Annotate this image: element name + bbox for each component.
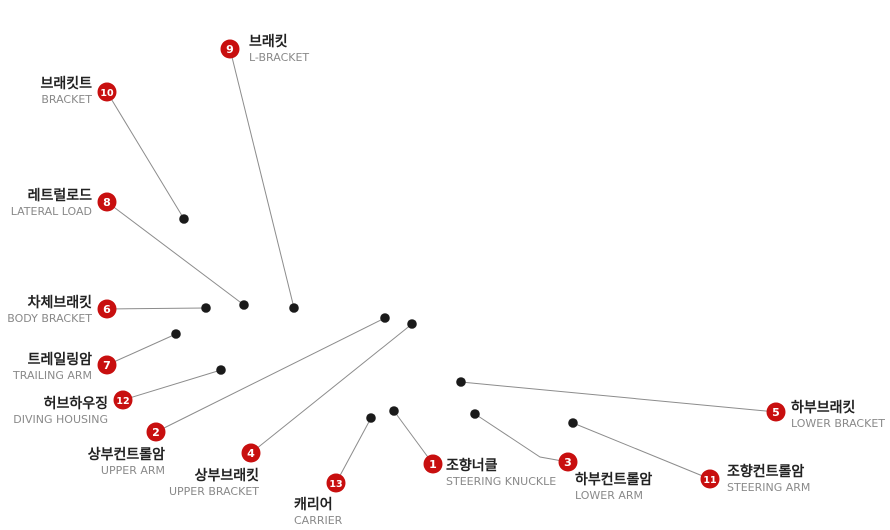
- callout-badge-4: 4: [241, 443, 261, 463]
- callout-label-10-korean: 브래킷트: [40, 76, 92, 92]
- leader-line-9: [229, 48, 295, 309]
- callout-label-8-english: LATERAL LOAD: [10, 205, 92, 218]
- callout-badge-number-2: 2: [152, 426, 160, 439]
- leader-line-1: [393, 410, 434, 465]
- callout-label-1-korean: 조향너클: [446, 458, 498, 474]
- anchor-dot-3: [470, 409, 480, 419]
- callout-label-4-english: UPPER BRACKET: [168, 485, 259, 498]
- callout-badge-number-5: 5: [772, 406, 780, 419]
- callout-label-11-english: STEERING ARM: [727, 481, 811, 494]
- anchor-dot-1: [389, 406, 399, 416]
- leader-line-12: [122, 369, 222, 401]
- leader-line-3: [474, 413, 569, 463]
- callout-label-12-korean: 허브하우징: [43, 396, 108, 412]
- leader-line-5: [460, 381, 777, 413]
- callout-badge-number-7: 7: [103, 359, 111, 372]
- callout-label-4-korean: 상부브래킷: [194, 468, 259, 484]
- callout-label-13: 캐리어 CARRIER: [294, 498, 342, 526]
- callout-label-8-korean: 레트럴로드: [27, 188, 92, 204]
- callout-label-4: 상부브래킷 UPPER BRACKET: [169, 469, 259, 497]
- callout-badge-7: 7: [97, 355, 117, 375]
- anchor-dot-8: [239, 300, 249, 310]
- callout-badge-3: 3: [558, 452, 578, 472]
- callout-badge-8: 8: [97, 192, 117, 212]
- callout-label-8: 레트럴로드 LATERAL LOAD: [11, 189, 92, 217]
- callout-label-12-english: DIVING HOUSING: [13, 413, 108, 426]
- callout-badge-number-3: 3: [564, 456, 572, 469]
- callout-label-2-korean: 상부컨트롤암: [87, 447, 165, 463]
- callout-badge-number-10: 10: [100, 88, 114, 99]
- callout-label-10-english: BRACKET: [41, 93, 92, 106]
- callout-badge-5: 5: [766, 402, 786, 422]
- callout-label-5-english: LOWER BRACKET: [791, 417, 885, 430]
- callout-badge-10: 10: [97, 82, 117, 102]
- anchor-dot-2: [380, 313, 390, 323]
- callout-badge-9: 9: [220, 39, 240, 59]
- callout-label-3-english: LOWER ARM: [575, 489, 644, 502]
- callout-label-9-korean: 브래킷: [249, 34, 288, 50]
- leader-line-7: [106, 333, 177, 366]
- leader-line-4: [250, 323, 413, 454]
- leader-line-8: [106, 201, 245, 306]
- callout-label-5: 하부브래킷 LOWER BRACKET: [791, 401, 885, 429]
- callout-label-6-english: BODY BRACKET: [7, 312, 92, 325]
- leader-line-10: [106, 91, 185, 220]
- callout-label-3: 하부컨트롤암 LOWER ARM: [575, 473, 652, 501]
- callout-label-6: 차체브래킷 BODY BRACKET: [7, 296, 92, 324]
- callout-label-12: 허브하우징 DIVING HOUSING: [13, 397, 108, 425]
- leader-line-13: [335, 417, 372, 484]
- callout-badge-6: 6: [97, 299, 117, 319]
- callout-badge-11: 11: [700, 469, 720, 489]
- callout-label-3-korean: 하부컨트롤암: [575, 472, 653, 488]
- callout-label-7-korean: 트레일링암: [27, 352, 92, 368]
- anchor-dot-4: [407, 319, 417, 329]
- anchor-dot-11: [568, 418, 578, 428]
- callout-label-10: 브래킷트 BRACKET: [40, 77, 92, 105]
- callout-badge-number-8: 8: [103, 196, 111, 209]
- callout-label-13-english: CARRIER: [294, 514, 343, 527]
- callout-badge-13: 13: [326, 473, 346, 493]
- callout-label-9: 브래킷 L-BRACKET: [249, 35, 309, 63]
- callout-label-6-korean: 차체브래킷: [27, 295, 92, 311]
- callout-badge-1: 1: [423, 454, 443, 474]
- callout-label-11-korean: 조향컨트롤암: [727, 464, 805, 480]
- callout-label-11: 조향컨트롤암 STEERING ARM: [727, 465, 810, 493]
- anchor-dot-7: [171, 329, 181, 339]
- callout-badge-number-13: 13: [329, 479, 342, 490]
- callout-badge-number-6: 6: [103, 303, 111, 316]
- callout-badge-12: 12: [113, 390, 133, 410]
- anchor-dot-12: [216, 365, 226, 375]
- callout-label-7: 트레일링암 TRAILING ARM: [13, 353, 92, 381]
- anchor-dot-13: [366, 413, 376, 423]
- callout-badge-number-11: 11: [703, 475, 716, 486]
- anchor-dot-5: [456, 377, 466, 387]
- callout-label-2-english: UPPER ARM: [100, 464, 165, 477]
- leader-line-2: [155, 317, 386, 433]
- callout-badge-number-4: 4: [247, 447, 255, 460]
- callout-label-1: 조향너클 STEERING KNUCKLE: [446, 459, 556, 487]
- callout-label-13-korean: 캐리어: [294, 497, 333, 513]
- callout-badge-number-1: 1: [429, 458, 437, 471]
- callout-badge-2: 2: [146, 422, 166, 442]
- leader-line-6: [106, 307, 207, 310]
- callout-badge-number-12: 12: [116, 396, 129, 407]
- callout-label-2: 상부컨트롤암 UPPER ARM: [88, 448, 165, 476]
- callout-label-1-english: STEERING KNUCKLE: [446, 475, 557, 488]
- anchor-dot-9: [289, 303, 299, 313]
- callout-label-5-korean: 하부브래킷: [791, 400, 856, 416]
- leader-line-11: [572, 422, 711, 480]
- anchor-dot-10: [179, 214, 189, 224]
- callout-label-7-english: TRAILING ARM: [13, 369, 92, 382]
- callout-badge-number-9: 9: [226, 43, 234, 56]
- anchor-dot-6: [201, 303, 211, 313]
- callout-label-9-english: L-BRACKET: [249, 51, 310, 64]
